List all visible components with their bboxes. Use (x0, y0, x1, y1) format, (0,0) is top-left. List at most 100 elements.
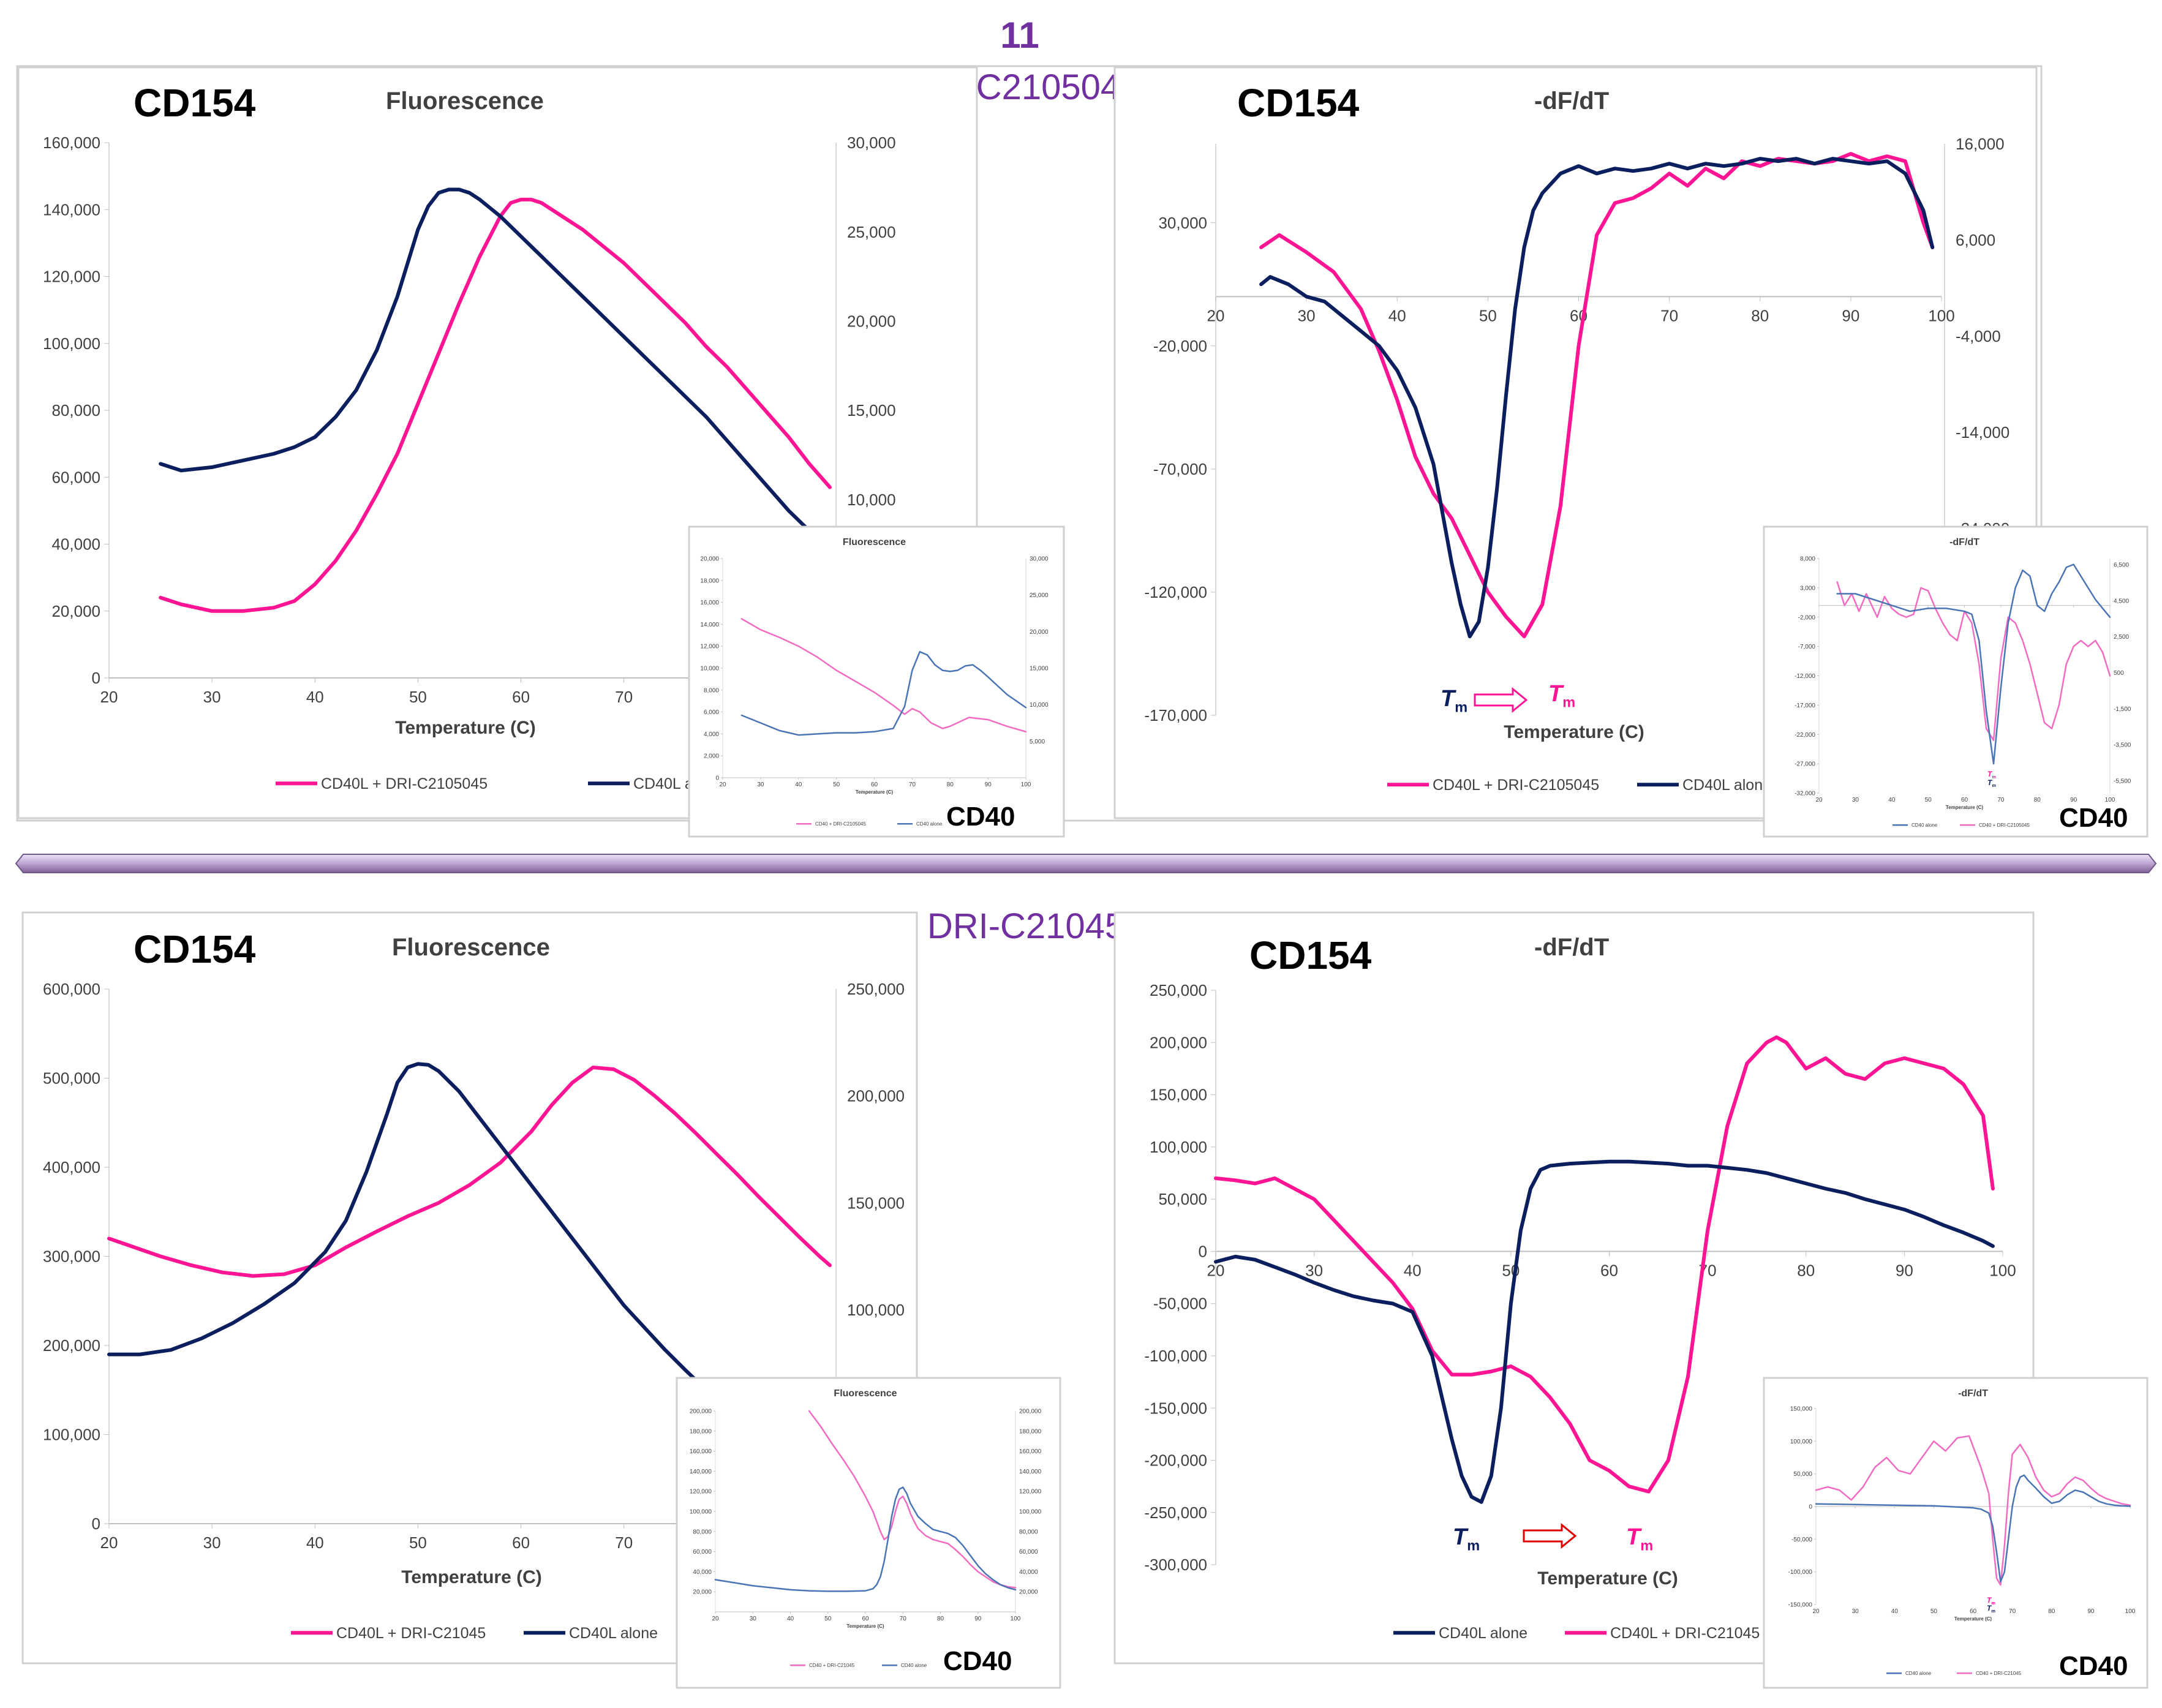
series-line (159, 187, 832, 553)
x-tick-label: 70 (615, 1533, 633, 1552)
y-tick-label: -150,000 (1144, 1399, 1207, 1417)
x-tick-label: 90 (2070, 797, 2077, 803)
y2-tick-label: 10,000 (847, 491, 896, 509)
y-tick-label: 600,000 (43, 980, 100, 998)
x-axis-label: Temperature (C) (856, 789, 894, 795)
legend-label: CD40L + DRI-C21045 (1610, 1625, 1760, 1642)
inset-protein-label: CD40 (2059, 803, 2128, 833)
y-tick-label: 3,000 (1800, 585, 1815, 592)
legend-label: CD40 alone (1905, 1671, 1932, 1676)
series-line (1214, 1035, 1995, 1494)
legend-label: CD40L alone (1682, 777, 1771, 794)
x-tick-label: 60 (871, 781, 878, 788)
y2-tick-label: 15,000 (847, 401, 896, 419)
y-tick-label: -170,000 (1144, 706, 1207, 724)
y-tick-label: 12,000 (700, 644, 719, 650)
x-tick-label: 30 (203, 688, 221, 706)
legend-label: CD40L alone (569, 1625, 658, 1642)
y-tick-label: 100,000 (1790, 1439, 1813, 1445)
y-tick-label: 120,000 (43, 268, 100, 286)
x-axis-label: Temperature (C) (1504, 722, 1644, 742)
y2-tick-label: -3,500 (2114, 742, 2131, 749)
x-tick-label: 20 (100, 688, 118, 706)
x-axis-label: Temperature (C) (846, 1623, 884, 1629)
series-line (1815, 1474, 2131, 1582)
y-tick-label: 100,000 (1150, 1138, 1207, 1156)
y-tick-label: -150,000 (1788, 1602, 1813, 1609)
series-line (808, 1410, 1017, 1589)
tm-subscript: m (1991, 1608, 1995, 1614)
x-tick-label: 40 (795, 781, 802, 788)
y-tick-label: 300,000 (43, 1247, 100, 1266)
y-tick-label: 20,000 (700, 556, 719, 563)
y-tick-label: 180,000 (690, 1428, 712, 1435)
x-tick-label: 40 (1404, 1261, 1422, 1279)
y-tick-label: 140,000 (690, 1469, 712, 1475)
chart-title: -dF/dT (1534, 934, 1609, 961)
y-tick-label: 60,000 (51, 468, 100, 486)
y-tick-label: 160,000 (43, 134, 100, 152)
y-tick-label: 500,000 (43, 1069, 100, 1088)
y2-tick-label: 30,000 (847, 134, 896, 152)
y-tick-label: 400,000 (43, 1158, 100, 1176)
legend-label: CD40 + DRI-C21045 (1976, 1671, 2022, 1676)
y-tick-label: 200,000 (690, 1409, 712, 1415)
y-tick-label: -50,000 (1153, 1295, 1207, 1313)
y2-tick-label: 20,000 (847, 312, 896, 330)
x-tick-label: 40 (787, 1616, 794, 1622)
top-fluorescence: 0 20,000 40,000 60,000 80,000 100,000 120,000 1… (43, 134, 896, 792)
tm-subscript: m (1991, 1600, 1995, 1606)
x-tick-label: 100 (1989, 1261, 2016, 1279)
x-tick-label: 30 (757, 781, 764, 788)
y2-tick-label: 140,000 (1019, 1469, 1042, 1475)
y-tick-label: 14,000 (700, 622, 719, 628)
y-tick-label: -32,000 (1795, 791, 1815, 797)
x-tick-label: 100 (2105, 797, 2115, 803)
tm-subscript: m (1992, 783, 1996, 788)
y-tick-label: -12,000 (1795, 673, 1815, 680)
y-tick-label: 10,000 (700, 666, 719, 672)
y-tick-label: -100,000 (1144, 1347, 1207, 1365)
x-tick-label: 80 (2034, 797, 2041, 803)
series-line (714, 1486, 1017, 1592)
x-tick-label: 70 (909, 781, 916, 788)
inset-title: -dF/dT (1949, 537, 1979, 547)
y2-tick-label: 6,000 (1956, 231, 1995, 249)
y2-tick-label: -1,500 (2114, 706, 2131, 713)
y-tick-label: -27,000 (1795, 761, 1815, 768)
x-tick-label: 60 (1970, 1608, 1977, 1615)
y2-tick-label: 4,500 (2114, 598, 2129, 604)
inset-frame (1763, 525, 2149, 838)
chart-title: -dF/dT (1534, 88, 1609, 115)
x-tick-label: 100 (1011, 1616, 1021, 1622)
x-tick-label: 80 (947, 781, 954, 788)
legend-label: CD40 alone (916, 821, 943, 827)
legend-label: CD40L + DRI-C2105045 (1433, 777, 1599, 794)
y-tick-label: 80,000 (693, 1529, 712, 1535)
y-tick-label: 20,000 (693, 1589, 712, 1596)
x-tick-label: 20 (719, 781, 726, 788)
x-tick-label: 100 (1928, 306, 1954, 325)
second-compound-code: DRI-C21045 (927, 906, 1124, 946)
legend-label: CD40 + DRI-C2105045 (1979, 822, 2030, 828)
series-line (1259, 157, 1935, 639)
y2-tick-label: 15,000 (1030, 666, 1049, 672)
chart-title: Fluorescence (386, 88, 544, 115)
y-tick-label: 160,000 (690, 1448, 712, 1455)
x-axis-label: Temperature (C) (401, 1567, 541, 1587)
inset-protein-label: CD40 (943, 1646, 1012, 1676)
y-tick-label: -300,000 (1144, 1556, 1207, 1574)
y2-tick-label: 20,000 (1019, 1589, 1038, 1596)
y-tick-label: -70,000 (1153, 460, 1207, 478)
x-tick-label: 50 (824, 1616, 832, 1622)
protein-label: CD154 (134, 927, 256, 971)
x-tick-label: 60 (1961, 797, 1968, 803)
y-tick-label: 120,000 (690, 1489, 712, 1495)
inset-protein-label: CD40 (946, 802, 1015, 832)
y2-tick-label: -14,000 (1956, 423, 2009, 442)
x-tick-label: 100 (2125, 1608, 2136, 1615)
x-tick-label: 30 (750, 1616, 757, 1622)
series-line (1815, 1435, 2131, 1586)
y2-tick-label: 6,500 (2114, 562, 2129, 569)
